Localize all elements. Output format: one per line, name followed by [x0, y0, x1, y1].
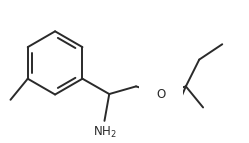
Text: O: O [156, 88, 166, 101]
Text: NH$_2$: NH$_2$ [93, 125, 116, 140]
